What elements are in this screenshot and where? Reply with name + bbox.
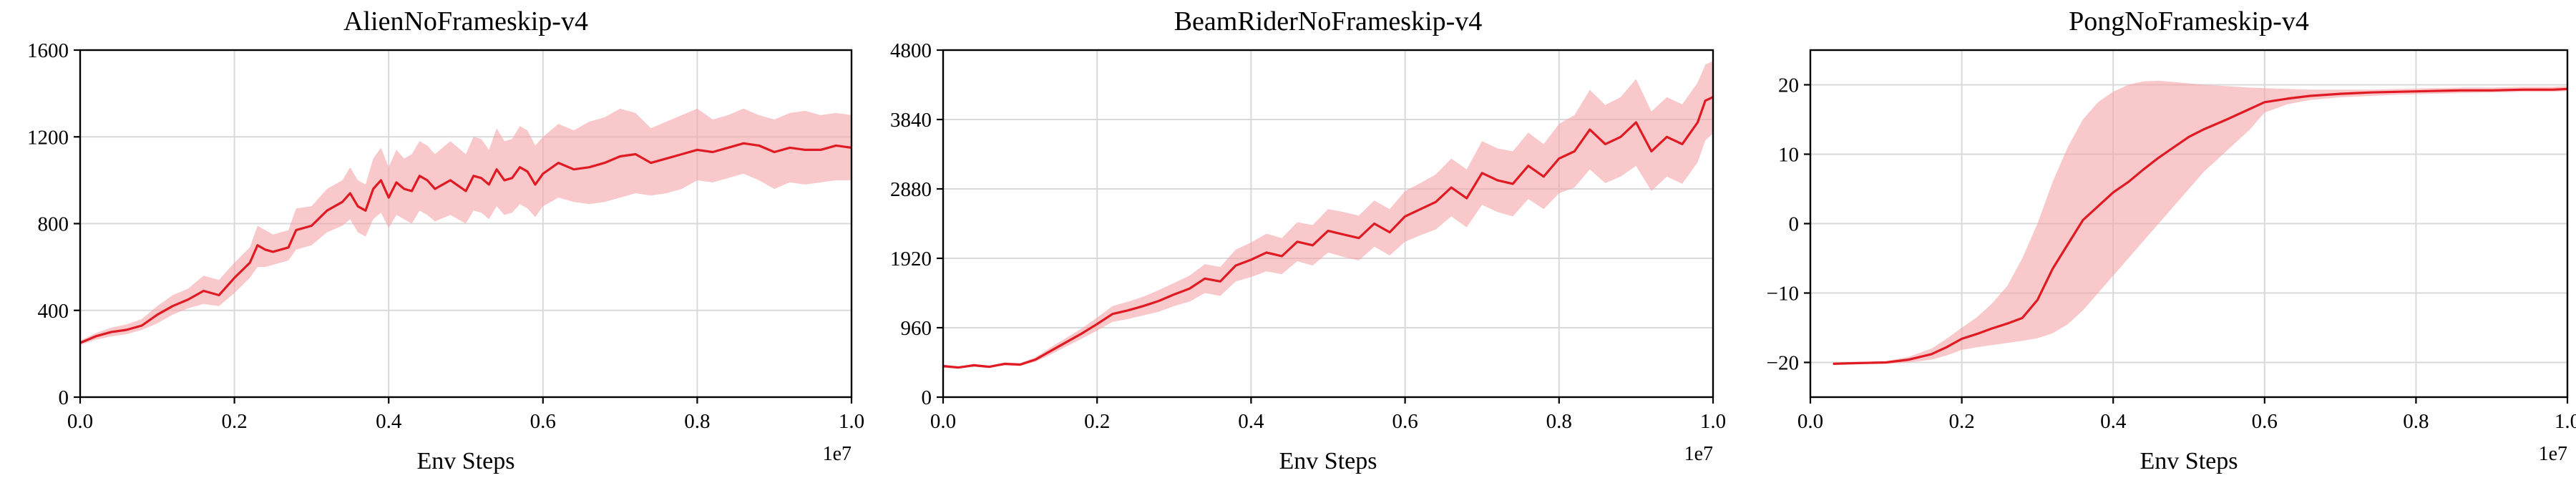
x-tick-label: 0.8 [2403, 410, 2429, 433]
y-tick-label: 10 [1778, 144, 1799, 167]
y-tick-label: 400 [38, 300, 69, 323]
axes-frame [942, 49, 1714, 399]
chart-panel-3: −20 −10 0 10 20 0.0 0.2 0.4 0.6 0.8 1.0 PongNoFrame… [1767, 6, 2576, 474]
x-tick-label: 0.4 [1238, 410, 1264, 433]
y-tick-label: 0 [59, 386, 69, 409]
x-tick-label: 0.0 [930, 410, 956, 433]
x-tick-label: 0.0 [1797, 410, 1823, 433]
chart-panel-2: 0 960 1920 2880 3840 4800 0.0 0.2 0.4 0.6 0.8 1.0 Be… [890, 6, 1726, 474]
x-axis-multiplier: 1e7 [2539, 443, 2567, 465]
y-tick-label: −10 [1767, 283, 1799, 306]
x-axis-label: Env Steps [417, 448, 515, 474]
x-tick-label: 0.6 [2252, 410, 2278, 433]
mean-line [942, 96, 1714, 369]
y-tick-label: 2880 [890, 178, 932, 201]
mean-line [1833, 87, 2568, 365]
x-tick-label: 0.6 [530, 410, 556, 433]
chart-title: BeamRiderNoFrameskip-v4 [1174, 6, 1483, 36]
y-tick-label: 3840 [890, 109, 932, 132]
chart-title: PongNoFrameskip-v4 [2069, 6, 2309, 36]
x-tick-label: 1.0 [839, 410, 864, 433]
confidence-band [1833, 80, 2567, 365]
y-tick-label: 0 [922, 386, 932, 409]
x-tick-label: 0.2 [221, 410, 247, 433]
y-tick-label: −20 [1767, 352, 1799, 375]
x-axis-multiplier: 1e7 [1684, 443, 1713, 465]
x-tick-label: 0.4 [2100, 410, 2127, 433]
x-tick-label: 1.0 [2555, 410, 2576, 433]
y-tick-label: 1920 [890, 248, 932, 270]
x-axis-label: Env Steps [1279, 448, 1377, 474]
chart-panel-1: 0 400 800 1200 1600 0.0 0.2 0.4 0.6 0.8 1.0 AlienNo… [27, 6, 864, 474]
x-tick-label: 0.6 [1392, 410, 1418, 433]
confidence-band [943, 61, 1713, 369]
x-tick-label: 0.8 [684, 410, 710, 433]
x-tick-label: 0.8 [1546, 410, 1572, 433]
x-tick-label: 0.2 [1084, 410, 1110, 433]
x-tick-label: 0.4 [376, 410, 402, 433]
y-tick-label: 960 [901, 317, 932, 340]
mean-line [79, 142, 852, 344]
y-tick-label: 20 [1778, 74, 1799, 97]
confidence-band [80, 108, 852, 346]
x-tick-label: 1.0 [1700, 410, 1726, 433]
y-tick-label: 0 [1789, 213, 1800, 236]
y-tick-label: 1600 [27, 39, 69, 62]
y-tick-label: 800 [38, 213, 69, 236]
chart-title: AlienNoFrameskip-v4 [343, 6, 588, 36]
x-tick-label: 0.2 [1948, 410, 1974, 433]
x-axis-multiplier: 1e7 [823, 443, 852, 465]
y-tick-label: 4800 [890, 39, 932, 62]
x-axis-label: Env Steps [2140, 448, 2238, 474]
y-tick-label: 1200 [27, 126, 69, 149]
x-tick-label: 0.0 [67, 410, 93, 433]
